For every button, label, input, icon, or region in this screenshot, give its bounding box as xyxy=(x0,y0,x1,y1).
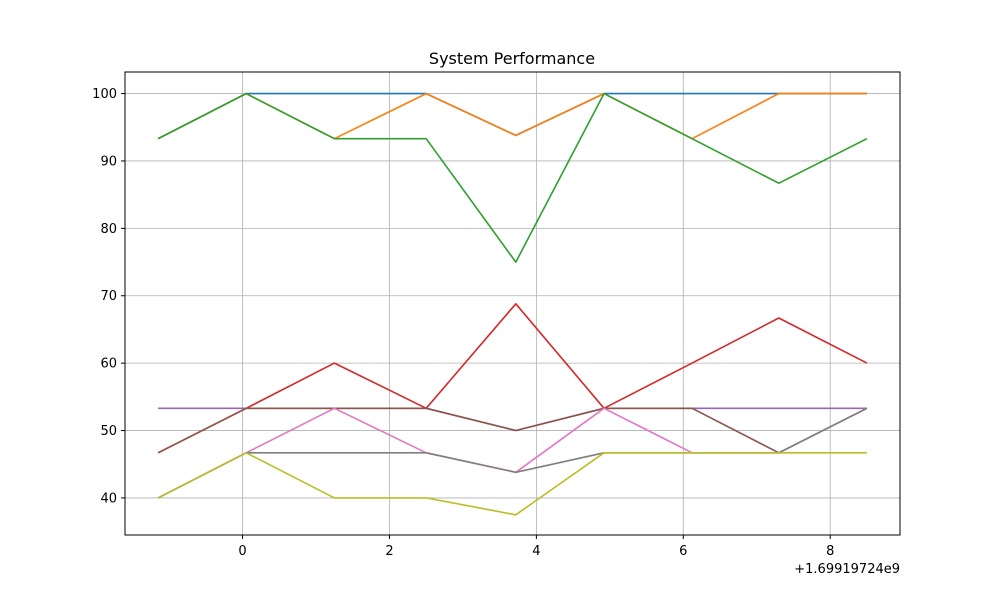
axes-frame xyxy=(124,71,901,536)
chart-title: System Performance xyxy=(429,49,595,68)
y-tick-label: 50 xyxy=(100,424,117,439)
x-axis-offset-label: +1.69919724e9 xyxy=(794,562,900,577)
series-line-1 xyxy=(157,92,867,140)
y-tick-label: 80 xyxy=(100,222,117,237)
y-tick-label: 100 xyxy=(92,87,117,102)
x-tick-label: 2 xyxy=(385,544,393,559)
x-tick-label: 4 xyxy=(532,544,540,559)
y-tick-label: 90 xyxy=(100,154,117,169)
series-lines xyxy=(157,92,868,516)
y-tick-label: 60 xyxy=(100,357,117,372)
x-tick-label: 6 xyxy=(679,544,687,559)
series-line-3 xyxy=(157,92,868,263)
grid xyxy=(125,72,900,535)
axis-ticks: 0 2 4 6 8 40 50 60 70 80 90 100 xyxy=(92,87,834,559)
series-line-4 xyxy=(157,302,868,454)
series-line-5 xyxy=(158,407,867,432)
series-line-9 xyxy=(157,451,867,516)
series-line-2 xyxy=(157,92,867,140)
x-tick-label: 8 xyxy=(826,544,834,559)
y-tick-label: 40 xyxy=(100,491,117,506)
y-tick-label: 70 xyxy=(100,289,117,304)
series-line-6 xyxy=(157,407,868,454)
x-tick-label: 0 xyxy=(238,544,246,559)
